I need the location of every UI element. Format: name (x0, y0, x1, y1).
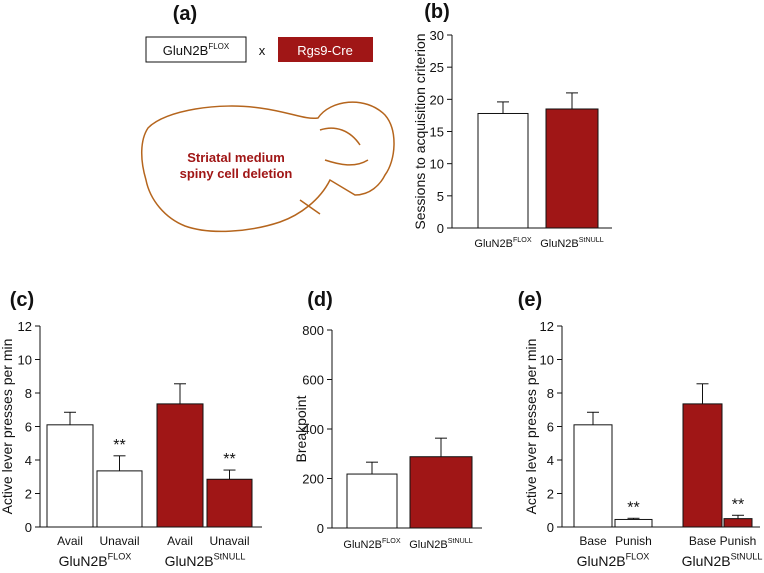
y-tick-label: 6 (547, 420, 554, 435)
category-label: GluN2BFLOX (343, 537, 400, 551)
x-tick-label: Avail (167, 534, 193, 548)
y-axis-label: Sessions to acquisition criterion (412, 33, 428, 229)
text: GluN2B (59, 553, 108, 569)
y-tick-label: 0 (317, 521, 324, 536)
bar (96, 470, 143, 528)
right-box (278, 37, 373, 62)
sup: FLOX (382, 537, 401, 545)
x-tick-label: Base (689, 534, 717, 548)
annotation: ** (113, 437, 125, 454)
bar (156, 403, 204, 528)
text: GluN2B (682, 553, 731, 569)
panel-label: (a) (173, 3, 197, 25)
panel-label: (e) (518, 289, 542, 311)
category-label: GluN2BStNULL (165, 552, 246, 569)
y-tick-label: 12 (540, 319, 554, 334)
y-tick-label: 2 (547, 487, 554, 502)
y-tick-label: 10 (18, 353, 32, 368)
y-axis-label: Active lever presses per min (0, 339, 15, 515)
category-label: GluN2BStNULL (682, 552, 763, 569)
right-box-text: Rgs9-Cre (297, 43, 353, 58)
left-box-text: GluN2BFLOX (163, 42, 230, 58)
cross: x (259, 43, 266, 58)
y-tick-label: 0 (437, 221, 444, 236)
category-label: GluN2BStNULL (540, 236, 604, 250)
y-tick-label: 25 (430, 60, 444, 75)
text: GluN2B (577, 553, 626, 569)
text: GluN2B (165, 553, 214, 569)
annotation: ** (627, 499, 639, 516)
text: GluN2B (540, 238, 579, 250)
bar (477, 112, 529, 229)
sup: StNULL (579, 236, 604, 244)
text: GluN2B (474, 238, 513, 250)
y-tick-label: 10 (540, 353, 554, 368)
y-tick-label: 10 (430, 157, 444, 172)
y-tick-label: 8 (547, 386, 554, 401)
x-tick-label: Avail (57, 534, 83, 548)
text: GluN2B (409, 539, 448, 551)
y-tick-label: 800 (302, 323, 324, 338)
y-tick-label: 15 (430, 125, 444, 140)
x-tick-label: Punish (720, 534, 757, 548)
x-tick-label: Base (579, 534, 607, 548)
text: GluN2B (163, 43, 209, 58)
left-box (145, 36, 247, 63)
bar (614, 518, 653, 528)
y-axis-label: Active lever presses per min (523, 339, 539, 515)
sup: FLOX (208, 42, 230, 51)
y-tick-label: 20 (430, 92, 444, 107)
sup: FLOX (513, 236, 532, 244)
y-tick-label: 0 (25, 520, 32, 535)
brain-outline (141, 101, 395, 233)
bar (346, 473, 398, 529)
category-label: GluN2BFLOX (474, 236, 531, 250)
sup: StNULL (214, 552, 246, 562)
sup: StNULL (448, 537, 473, 545)
y-tick-label: 2 (25, 487, 32, 502)
y-tick-label: 4 (547, 453, 554, 468)
bar (545, 108, 599, 229)
bar (409, 456, 473, 529)
y-tick-label: 12 (18, 319, 32, 334)
y-tick-label: 600 (302, 373, 324, 388)
bar (206, 478, 253, 528)
sup: FLOX (626, 552, 650, 562)
bar (46, 424, 94, 528)
y-tick-label: 4 (25, 453, 32, 468)
sup: StNULL (731, 552, 763, 562)
panel-label: (b) (424, 1, 450, 23)
y-tick-label: 8 (25, 386, 32, 401)
sup: FLOX (108, 552, 132, 562)
y-tick-label: 200 (302, 472, 324, 487)
text: GluN2B (343, 539, 382, 551)
annotation: ** (223, 451, 235, 468)
x-tick-label: Unavail (99, 534, 139, 548)
bar (682, 403, 723, 528)
brain-text: Striatal medium (187, 150, 285, 165)
y-tick-label: 0 (547, 520, 554, 535)
x-tick-label: Punish (615, 534, 652, 548)
y-tick-label: 5 (437, 189, 444, 204)
y-axis-label: Breakpoint (293, 395, 309, 462)
bar (723, 518, 753, 528)
category-label: GluN2BStNULL (409, 537, 473, 551)
y-tick-label: 30 (430, 28, 444, 43)
panel-label: (c) (10, 289, 34, 311)
category-label: GluN2BFLOX (59, 552, 132, 569)
x-tick-label: Unavail (209, 534, 249, 548)
brain-text: spiny cell deletion (180, 166, 293, 181)
category-label: GluN2BFLOX (577, 552, 650, 569)
y-tick-label: 400 (302, 422, 324, 437)
y-tick-label: 6 (25, 420, 32, 435)
panel-label: (d) (307, 289, 333, 311)
bar (573, 424, 613, 528)
annotation: ** (732, 496, 744, 513)
